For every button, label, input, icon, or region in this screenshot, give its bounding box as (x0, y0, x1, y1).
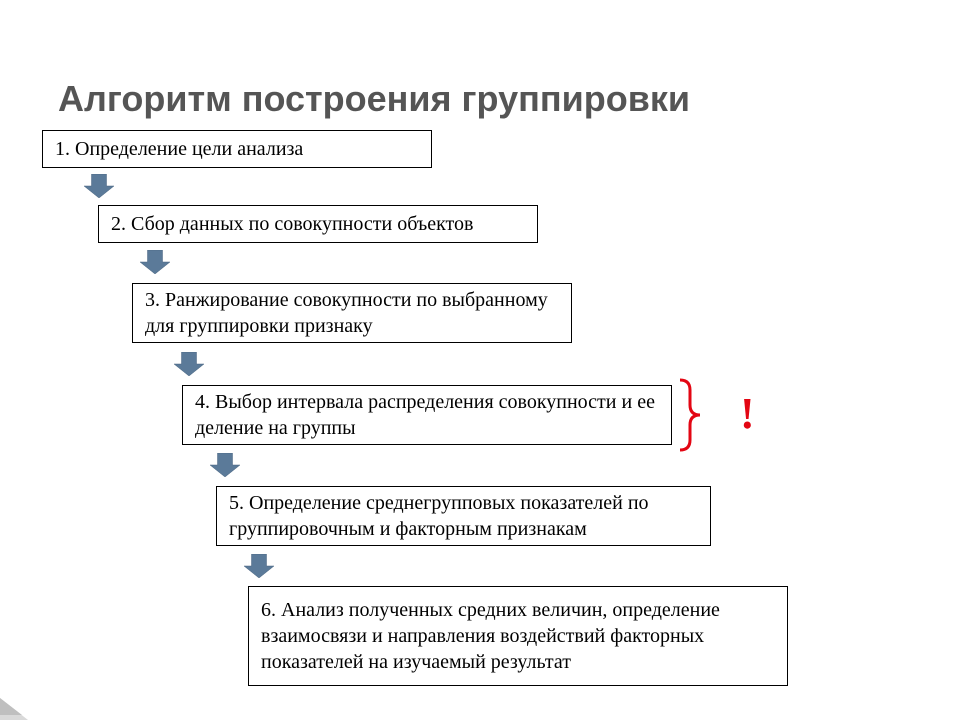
emphasis-bracket (680, 378, 706, 457)
exclamation-text: ! (740, 389, 755, 438)
step-text-5: 5. Определение среднегрупповых показател… (229, 490, 698, 542)
slide-title-text: Алгоритм построения группировки (58, 78, 690, 119)
corner-decoration (0, 698, 28, 720)
step-box-2: 2. Сбор данных по совокупности объектов (98, 205, 538, 243)
step-box-6: 6. Анализ полученных средних величин, оп… (248, 586, 788, 686)
slide-title: Алгоритм построения группировки (58, 78, 690, 120)
arrow-2 (140, 250, 170, 279)
arrow-1 (84, 174, 114, 203)
step-text-2: 2. Сбор данных по совокупности объектов (111, 211, 473, 237)
step-box-4: 4. Выбор интервала распределения совокуп… (182, 385, 672, 445)
step-text-4: 4. Выбор интервала распределения совокуп… (195, 389, 659, 441)
step-text-3: 3. Ранжирование совокупности по выбранно… (145, 287, 559, 339)
exclamation-mark: ! (740, 388, 755, 439)
step-text-1: 1. Определение цели анализа (55, 136, 303, 162)
arrow-5 (244, 554, 274, 583)
step-box-1: 1. Определение цели анализа (42, 130, 432, 168)
step-box-3: 3. Ранжирование совокупности по выбранно… (132, 283, 572, 343)
step-box-5: 5. Определение среднегрупповых показател… (216, 486, 711, 546)
arrow-3 (174, 352, 204, 381)
arrow-4 (210, 453, 240, 482)
step-text-6: 6. Анализ полученных средних величин, оп… (261, 597, 775, 675)
